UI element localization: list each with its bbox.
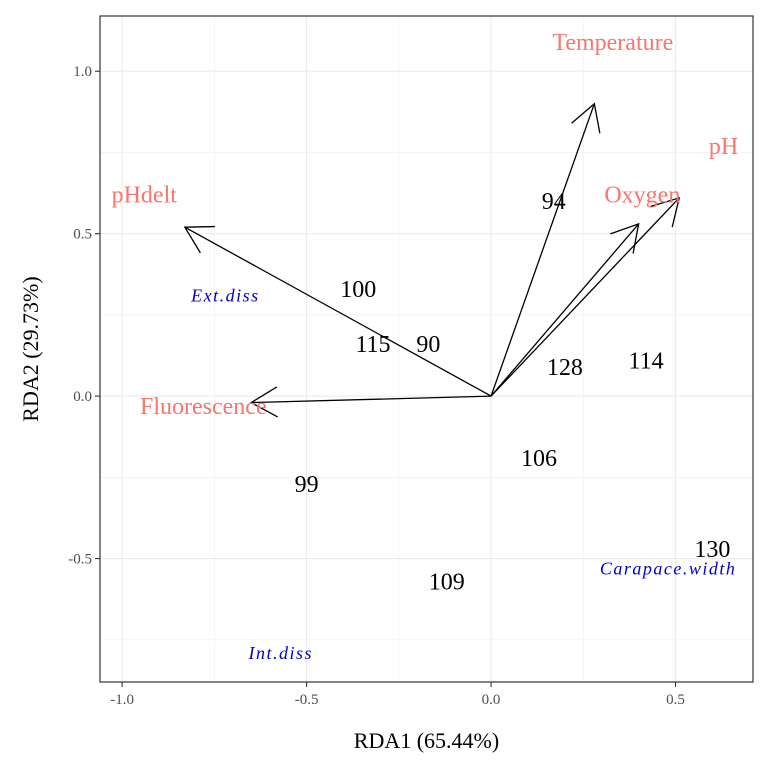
env-arrow-head (183, 225, 215, 254)
panel-border (99, 15, 754, 683)
x-axis: -1.0 -0.5 0.0 0.5 (110, 682, 685, 708)
site-label: 90 (416, 332, 440, 358)
site-label: 115 (355, 332, 390, 358)
site-label: 114 (628, 348, 663, 374)
env-arrow-head (249, 386, 278, 418)
env-arrow-line (251, 395, 492, 404)
species-label: Carapace.width (600, 558, 737, 578)
x-tick-label: -0.5 (295, 692, 319, 708)
env-label: pH (709, 134, 738, 160)
y-axis: -0.5 0.0 0.5 1.0 (68, 64, 100, 568)
minor-grid (100, 16, 753, 682)
env-arrow-head (610, 222, 640, 254)
species-label: Int.diss (248, 643, 314, 663)
site-label: 128 (547, 355, 583, 381)
env-label: Temperature (552, 30, 673, 56)
major-grid (100, 16, 753, 682)
env-arrow-line (490, 103, 595, 397)
y-tick-label: 0.0 (73, 389, 92, 405)
site-label: 99 (295, 472, 319, 498)
y-tick-label: 0.5 (73, 227, 92, 243)
y-axis-title: RDA2 (29.73%) (18, 276, 43, 421)
site-label: 109 (429, 569, 465, 595)
env-label: Oxygen (604, 183, 680, 209)
x-tick-label: 0.0 (482, 692, 501, 708)
site-label: 100 (340, 277, 376, 303)
site-label: 94 (542, 189, 566, 215)
x-tick-label: 0.5 (666, 692, 685, 708)
env-labels: Temperature pH Oxygen pHdelt Fluorescence (112, 30, 739, 420)
env-arrow-line (490, 197, 680, 397)
env-arrow-head (571, 102, 601, 134)
y-tick-label: -0.5 (68, 552, 92, 568)
env-arrow-line (184, 226, 492, 397)
site-label: 130 (694, 537, 730, 563)
x-axis-title: RDA1 (65.44%) (354, 728, 499, 753)
site-labels: 94 100 115 90 128 114 106 99 130 109 (295, 189, 731, 595)
env-arrows (183, 102, 681, 418)
site-label: 106 (521, 446, 557, 472)
env-arrow-line (490, 223, 640, 397)
y-tick-label: 1.0 (73, 64, 92, 80)
x-tick-label: -1.0 (110, 692, 134, 708)
env-arrow-head (650, 196, 681, 228)
species-labels: Ext.diss Carapace.width Int.diss (190, 285, 737, 663)
env-label: pHdelt (112, 183, 178, 209)
env-label: Fluorescence (140, 394, 267, 420)
species-label: Ext.diss (190, 285, 260, 305)
